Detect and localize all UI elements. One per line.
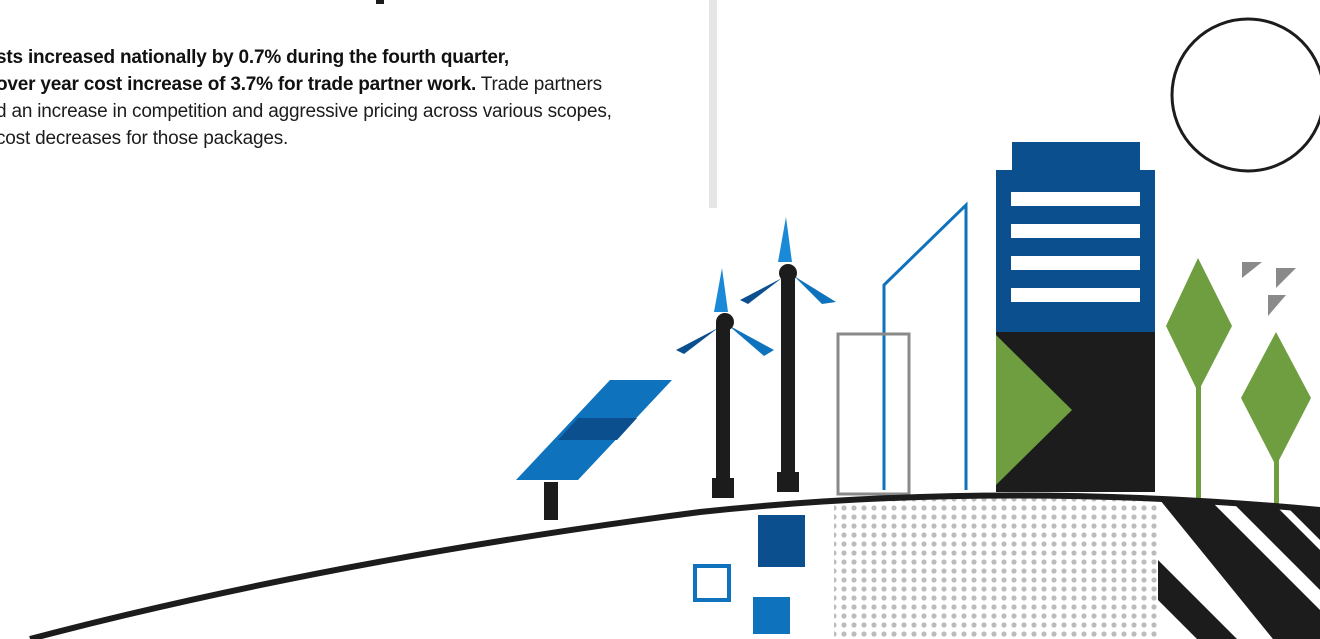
solar-panel-icon [516, 380, 672, 520]
dotted-ground [834, 495, 1160, 639]
wind-turbine-icon [676, 268, 774, 498]
wind-turbine-icon [740, 217, 836, 492]
paragraph-line-1: sts increased nationally by 0.7% during … [0, 44, 696, 71]
bold-line-1: sts increased nationally by 0.7% during … [0, 47, 509, 68]
striped-ground [1158, 495, 1320, 639]
gray-outline-building [836, 332, 911, 496]
paragraph-line-2: over year cost increase of 3.7% for trad… [0, 71, 696, 98]
column-divider [709, 0, 717, 208]
article-paragraph: sts increased nationally by 0.7% during … [0, 44, 696, 152]
office-building [996, 142, 1155, 492]
tree-left [1166, 258, 1232, 500]
regular-line-2: Trade partners [476, 74, 602, 95]
triangle-markers [1242, 262, 1296, 316]
heading-fragment [376, 0, 384, 4]
decorative-squares [693, 515, 805, 634]
outline-tower [882, 201, 968, 490]
tree-right [1241, 332, 1311, 510]
paragraph-line-3: d an increase in competition and aggress… [0, 101, 612, 122]
ground-line [29, 492, 1320, 639]
bold-line-2: over year cost increase of 3.7% for trad… [0, 74, 477, 95]
sun-icon [1170, 17, 1320, 173]
paragraph-line-4: cost decreases for those packages. [0, 128, 289, 149]
